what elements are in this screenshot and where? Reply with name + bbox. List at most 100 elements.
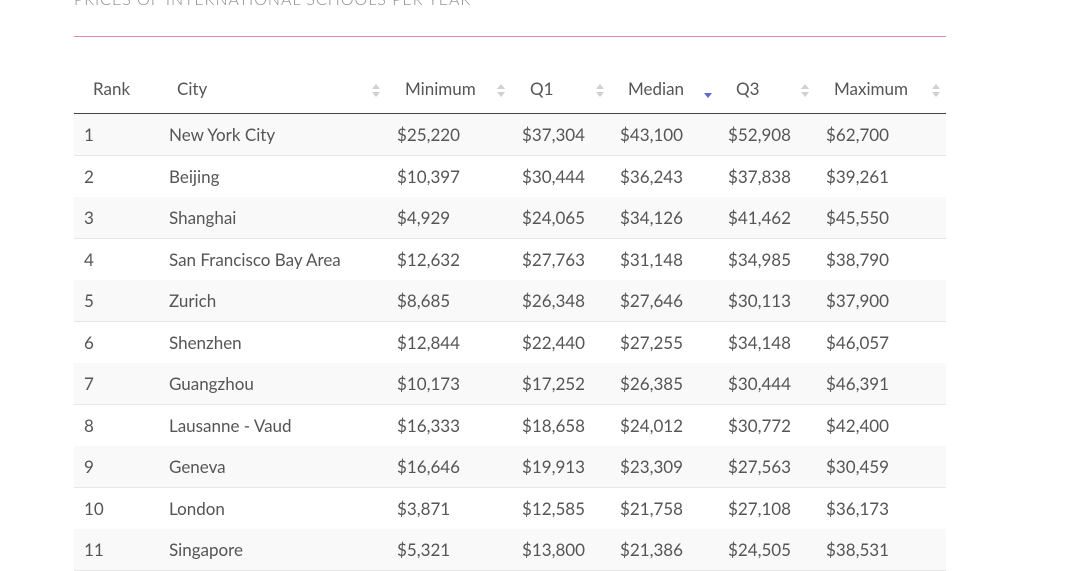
- table-cell: $27,255: [620, 331, 684, 353]
- table-row: 8 Lausanne - Vaud $16,333 $18,658 $24,012 $30…: [74, 405, 946, 447]
- table-row: 10 London $3,871 $12,585 $21,758 $27,108 $36,1…: [74, 488, 946, 530]
- table-cell: 10: [84, 497, 104, 519]
- table-cell: 2: [84, 165, 94, 187]
- sort-icon[interactable]: [596, 83, 604, 99]
- table-cell: $21,386: [620, 539, 684, 560]
- table-cell: $37,304: [522, 124, 586, 145]
- column-header[interactable]: Minimum: [405, 78, 476, 99]
- table-cell: 1: [84, 124, 94, 145]
- table-cell: $16,333: [397, 414, 461, 436]
- table-cell: $27,763: [522, 248, 586, 270]
- table-cell: $16,646: [397, 456, 461, 477]
- column-header[interactable]: Q1: [530, 78, 554, 99]
- table-cell: $36,243: [620, 165, 684, 187]
- table-cell: $10,397: [397, 165, 461, 187]
- page-title: PRICES OF INTERNATIONAL SCHOOLS PER YEAR: [74, 0, 471, 9]
- table-cell: $21,758: [620, 497, 684, 519]
- table-cell: $24,505: [728, 539, 792, 560]
- table-cell: $10,173: [397, 373, 461, 394]
- table-cell: $18,658: [522, 414, 586, 436]
- table-row: 5 Zurich $8,685 $26,348 $27,646 $30,113 $37,90…: [74, 280, 946, 322]
- table-cell: $38,790: [826, 248, 890, 270]
- table-cell: $46,391: [826, 373, 890, 394]
- table-row: 4 San Francisco Bay Area $12,632 $27,763 $31…: [74, 239, 946, 281]
- table-cell: $12,632: [397, 248, 461, 270]
- table-cell: $26,385: [620, 373, 684, 394]
- table-cell: 3: [84, 207, 94, 228]
- table-row: 9 Geneva $16,646 $19,913 $23,309 $27,563 $30,4…: [74, 446, 946, 488]
- table-cell: $27,646: [620, 290, 684, 311]
- table-cell: 11: [84, 539, 104, 560]
- city-cell: Lausanne - Vaud: [169, 414, 292, 436]
- table-cell: $5,321: [397, 539, 451, 560]
- table-cell: $42,400: [826, 414, 890, 436]
- column-header[interactable]: Q3: [736, 78, 760, 99]
- table-cell: $26,348: [522, 290, 586, 311]
- table-cell: $46,057: [826, 331, 890, 353]
- table-row: 7 Guangzhou $10,173 $17,252 $26,385 $30,444 $4…: [74, 363, 946, 405]
- table-cell: $37,900: [826, 290, 890, 311]
- header-border: [74, 113, 946, 114]
- city-cell: New York City: [169, 124, 276, 145]
- table-cell: $52,908: [728, 124, 792, 145]
- table-cell: $30,444: [728, 373, 792, 394]
- sort-icon[interactable]: [372, 83, 380, 99]
- table-cell: $25,220: [397, 124, 461, 145]
- table-cell: $24,065: [522, 207, 586, 228]
- table-cell: $43,100: [620, 124, 684, 145]
- sort-icon[interactable]: [932, 83, 940, 99]
- table-cell: $34,985: [728, 248, 792, 270]
- column-header[interactable]: City: [177, 78, 208, 99]
- table-cell: $34,148: [728, 331, 792, 353]
- column-header[interactable]: Median: [628, 78, 685, 99]
- divider: [74, 36, 946, 37]
- city-cell: Shenzhen: [169, 331, 242, 353]
- column-header[interactable]: Maximum: [834, 78, 908, 99]
- table-cell: $24,012: [620, 414, 684, 436]
- table-cell: $41,462: [728, 207, 792, 228]
- table-cell: $34,126: [620, 207, 684, 228]
- table-cell: $12,585: [522, 497, 586, 519]
- table-cell: 8: [84, 414, 94, 436]
- table-cell: $62,700: [826, 124, 890, 145]
- table-row: 11 Singapore $5,321 $13,800 $21,386 $24,505 $3…: [74, 529, 946, 571]
- table-cell: $39,261: [826, 165, 890, 187]
- sort-icon[interactable]: [497, 83, 505, 99]
- table-cell: $30,113: [728, 290, 792, 311]
- table-row: 6 Shenzhen $12,844 $22,440 $27,255 $34,148 $46…: [74, 322, 946, 364]
- city-cell: Shanghai: [169, 207, 237, 228]
- table-cell: $27,563: [728, 456, 792, 477]
- table-cell: $13,800: [522, 539, 586, 560]
- city-cell: Zurich: [169, 290, 217, 311]
- table-cell: $30,772: [728, 414, 792, 436]
- table-cell: $19,913: [522, 456, 586, 477]
- table-cell: $22,440: [522, 331, 586, 353]
- table-cell: $17,252: [522, 373, 586, 394]
- table-cell: $30,444: [522, 165, 586, 187]
- table-cell: 7: [84, 373, 94, 394]
- table-cell: $12,844: [397, 331, 461, 353]
- table-cell: 9: [84, 456, 94, 477]
- table-cell: 5: [84, 290, 94, 311]
- table-cell: $4,929: [397, 207, 451, 228]
- table-cell: $31,148: [620, 248, 684, 270]
- sort-icon[interactable]: [704, 83, 712, 99]
- city-cell: Beijing: [169, 165, 220, 187]
- table-cell: $27,108: [728, 497, 792, 519]
- sort-icon[interactable]: [801, 83, 809, 99]
- table-cell: $3,871: [397, 497, 451, 519]
- table-cell: $8,685: [397, 290, 451, 311]
- table-row: 3 Shanghai $4,929 $24,065 $34,126 $41,462 $45,…: [74, 197, 946, 239]
- table-row: 1 New York City $25,220 $37,304 $43,100 $52,9…: [74, 114, 946, 156]
- table-cell: $38,531: [826, 539, 890, 560]
- table-cell: $45,550: [826, 207, 890, 228]
- table-cell: 6: [84, 331, 94, 353]
- table-row: 2 Beijing $10,397 $30,444 $36,243 $37,838 $39,…: [74, 156, 946, 198]
- city-cell: Guangzhou: [169, 373, 254, 394]
- table-cell: 4: [84, 248, 94, 270]
- column-header[interactable]: Rank: [93, 78, 131, 99]
- table-cell: $30,459: [826, 456, 890, 477]
- table-cell: $36,173: [826, 497, 890, 519]
- city-cell: Geneva: [169, 456, 226, 477]
